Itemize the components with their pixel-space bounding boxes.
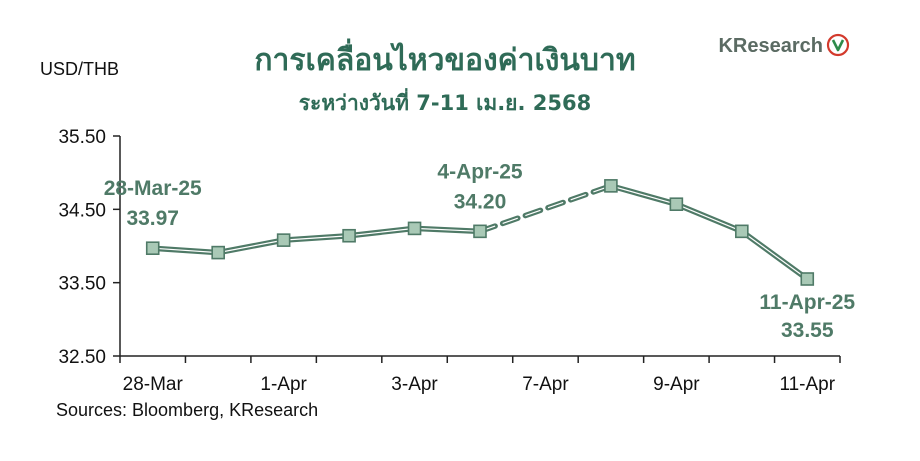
- data-point-marker: [735, 224, 749, 239]
- series-segment: [149, 245, 221, 256]
- x-tick-label: 1-Apr: [260, 374, 307, 395]
- kbank-leaf-icon: [826, 33, 850, 57]
- y-tick-label: 33.50: [58, 274, 106, 295]
- brand-logo-text: KResearch: [718, 35, 823, 57]
- x-tick-label: 7-Apr: [522, 374, 569, 395]
- chart-axes: 35.50 34.50 33.50 32.50 28-Mar 1-Apr 3-Apr 7-Ap…: [58, 127, 841, 395]
- data-point-marker: [604, 179, 618, 193]
- x-tick-label: 11-Apr: [779, 374, 835, 395]
- series-segment: [411, 225, 483, 235]
- data-point-marker: [473, 224, 487, 239]
- chart-title: การเคลื่อนไหวของค่าเงินบาท: [254, 38, 635, 78]
- x-tick-label: 9-Apr: [653, 374, 700, 395]
- annotation-date: 28-Mar-25: [104, 177, 202, 200]
- series-segment: [280, 232, 352, 243]
- data-point-marker: [145, 241, 160, 255]
- annotation-date: 11-Apr-25: [759, 291, 855, 314]
- y-tick-label: 34.50: [58, 200, 106, 221]
- brand-logo: KResearch: [718, 33, 850, 57]
- annotation-label: 28-Mar-25 33.97: [104, 177, 202, 230]
- y-axis-unit-label: USD/THB: [40, 59, 119, 79]
- data-point-marker: [669, 197, 684, 211]
- series-segment: [608, 183, 680, 207]
- x-tick-label: 3-Apr: [391, 374, 438, 395]
- data-point-marker: [276, 233, 291, 247]
- annotation-value: 33.97: [126, 207, 179, 230]
- series-segment: [346, 225, 418, 239]
- data-point-marker: [800, 272, 815, 286]
- annotation-value: 33.55: [781, 319, 834, 342]
- chart-annotations: 28-Mar-25 33.97 4-Apr-25 34.20 11-Apr-25 33.5…: [104, 160, 856, 342]
- series-segment: [215, 237, 287, 256]
- annotation-label: 11-Apr-25 33.55: [759, 291, 855, 342]
- x-tick-label: 28-Mar: [123, 374, 184, 395]
- chart-header: การเคลื่อนไหวของค่าเงินบาท ระหว่างวันที่…: [254, 38, 635, 115]
- chart-subtitle: ระหว่างวันที่ 7-11 เม.ย. 2568: [299, 87, 591, 115]
- data-point-marker: [407, 221, 422, 236]
- annotation-label: 4-Apr-25 34.20: [437, 160, 523, 213]
- series-gap-segment: [477, 183, 614, 235]
- annotation-value: 34.20: [454, 190, 507, 213]
- data-point-marker: [211, 245, 225, 260]
- y-tick-label: 35.50: [58, 127, 106, 148]
- series-segment: [673, 201, 745, 235]
- source-note: Sources: Bloomberg, KResearch: [56, 400, 318, 420]
- y-tick-label: 32.50: [58, 347, 106, 368]
- data-point-marker: [342, 228, 356, 243]
- annotation-date: 4-Apr-25: [437, 160, 523, 183]
- series-segment: [739, 228, 811, 282]
- chart-series: [145, 179, 815, 286]
